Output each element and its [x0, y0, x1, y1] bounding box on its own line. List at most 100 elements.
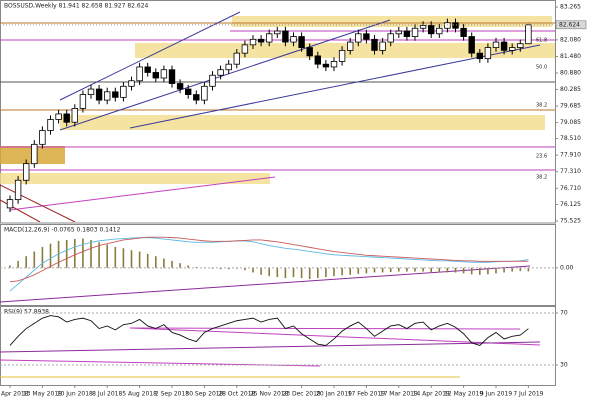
macd-bar [122, 248, 125, 268]
x-tick-label: 25 Nov 2018 [250, 391, 289, 398]
candle-body [492, 41, 500, 49]
macd-bar [41, 246, 44, 268]
candle-body [395, 30, 402, 35]
macd-bar [179, 263, 181, 268]
candle-body [379, 41, 386, 51]
candle-body [95, 88, 103, 101]
macd-bar [308, 267, 311, 279]
candle-body [201, 85, 208, 101]
main-panel-frame [0, 0, 556, 224]
x-tick-label: 17 Feb 2019 [348, 391, 386, 398]
candle-body [460, 27, 467, 37]
macd-bar [341, 267, 343, 276]
zone [0, 173, 270, 184]
candle-body [517, 43, 524, 49]
candle-body [363, 33, 370, 40]
macd-title: MACD(12,26,9) -0.0765 0.1803 0.1412 [4, 227, 121, 234]
candle-body [225, 63, 232, 71]
candle-body [152, 72, 159, 79]
trend-line [0, 359, 321, 367]
macd-bar [90, 239, 92, 268]
macd-bar [479, 267, 481, 275]
macd-bar [389, 267, 392, 273]
x-tick-label: 9 Jun 2019 [480, 391, 512, 398]
macd-bar [260, 267, 262, 275]
y-tick-label: 81.480 [560, 53, 581, 60]
macd-bar [49, 243, 52, 268]
candle-body [160, 69, 168, 79]
candle-body [217, 69, 224, 76]
trend-line [9, 176, 276, 211]
macd-bar [422, 267, 424, 272]
macd-line [9, 236, 529, 283]
fib-label: 23.6 [536, 154, 547, 160]
y-tick-label: 79.685 [560, 103, 581, 110]
macd-bar [25, 256, 27, 268]
candle-body [282, 30, 289, 43]
trend-line [0, 199, 41, 222]
x-tick-label: 28 Oct 2018 [218, 391, 255, 398]
candle-body [128, 80, 135, 87]
y-tick-label: 77.310 [560, 168, 581, 175]
macd-bar [82, 238, 84, 268]
macd-bar [300, 267, 303, 279]
trend-line [0, 341, 541, 353]
macd-bar [398, 267, 400, 272]
candle-body [112, 91, 119, 98]
candle-body [176, 83, 184, 90]
macd-bar [462, 267, 465, 274]
macd-bar [146, 253, 149, 268]
x-tick-label: 7 Jul 2019 [513, 391, 543, 398]
candle-body [6, 199, 14, 209]
macd-bar [114, 246, 117, 268]
candle-body [168, 69, 176, 84]
x-tick-label: 2 Sep 2018 [155, 391, 189, 398]
macd-bar [268, 267, 270, 277]
y-tick-label: 70 [560, 309, 568, 316]
macd-drawings [0, 265, 531, 303]
candle-body [508, 47, 516, 51]
candle-body [371, 38, 378, 51]
x-tick-label: 14 Apr 2019 [413, 391, 450, 398]
trend-line [59, 19, 391, 131]
macd-bar [438, 267, 441, 273]
x-tick-label: 12 May 2019 [444, 391, 483, 398]
macd-bar [317, 267, 319, 279]
macd-bar [527, 267, 530, 272]
rsi [9, 315, 529, 346]
candle-body [290, 36, 297, 43]
candle-body [322, 63, 330, 68]
macd-panel-frame [0, 224, 556, 306]
macd-bar [503, 267, 505, 273]
trend-line [129, 44, 541, 129]
y-tick-label: 75.525 [560, 218, 581, 225]
rsi-title: RSI(9) 57.8938 [4, 309, 49, 316]
candle-body [314, 55, 321, 65]
candle-body [120, 85, 127, 98]
y-tick-label: 76.125 [560, 201, 581, 208]
fib-label: 38.2 [536, 103, 547, 109]
macd-bar [446, 267, 449, 273]
y-tick-label: 82.080 [560, 36, 581, 43]
candle-body [476, 52, 483, 60]
x-tick-label: 5 Aug 2018 [122, 391, 157, 398]
y-tick-label: 77.910 [560, 152, 581, 159]
candle-body [355, 33, 362, 43]
macd-bar [17, 260, 19, 268]
macd-bar [171, 260, 173, 268]
macd-bar [33, 251, 36, 268]
y-tick-label: 30 [560, 361, 568, 368]
candle-body [427, 25, 435, 35]
chart-title: BOSSUSD,Weekly 81.941 82.658 81.927 82.6… [4, 3, 149, 10]
candle-body [265, 33, 273, 43]
macd-bar [414, 267, 416, 272]
macd-bar [276, 267, 279, 278]
candle-body [233, 52, 240, 65]
y-tick-label: 79.085 [560, 119, 581, 126]
y-tick-label: 80.285 [560, 86, 581, 93]
x-tick-label: 20 Jan 2019 [316, 391, 352, 398]
candle-body [274, 30, 281, 35]
